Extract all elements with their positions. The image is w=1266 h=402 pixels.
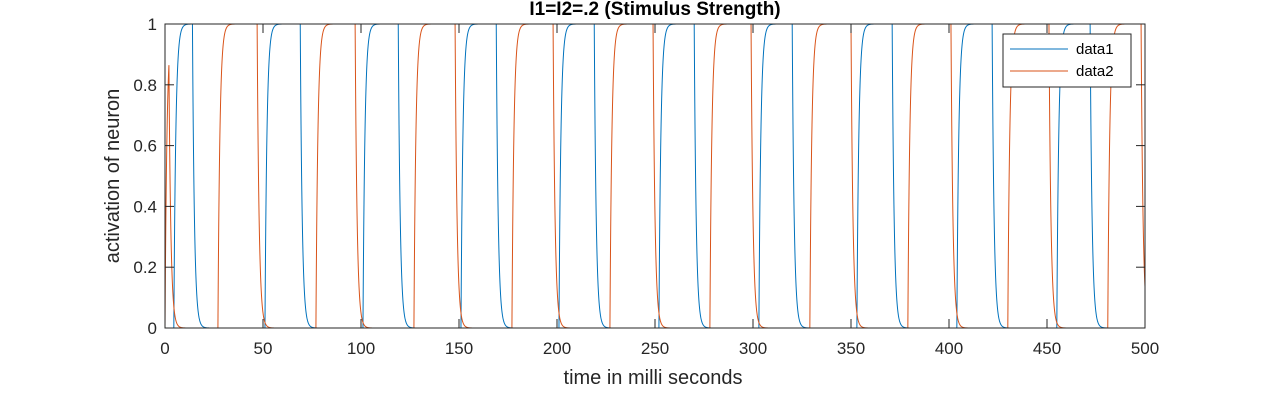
y-tick-label: 1 <box>148 15 157 34</box>
x-tick-label: 350 <box>837 339 865 358</box>
x-tick-label: 100 <box>347 339 375 358</box>
plot-background <box>165 24 1145 328</box>
x-tick-label: 50 <box>254 339 273 358</box>
legend: data1 data2 <box>1002 33 1132 88</box>
series-line-data2 <box>165 24 1145 328</box>
x-axis-ticks: 0 50 100 150 200 250 300 350 400 450 500 <box>160 24 1159 358</box>
legend-label-data2: data2 <box>1076 63 1114 80</box>
x-tick-label: 500 <box>1131 339 1159 358</box>
x-tick-label: 250 <box>641 339 669 358</box>
y-axis-ticks: 0 0.2 0.4 0.6 0.8 1 <box>133 15 1145 338</box>
y-axis-title: activation of neuron <box>102 89 124 264</box>
x-tick-label: 200 <box>543 339 571 358</box>
x-tick-label: 0 <box>160 339 169 358</box>
y-tick-label: 0.2 <box>133 258 157 277</box>
legend-box <box>1002 33 1132 88</box>
y-tick-label: 0.4 <box>133 197 157 216</box>
x-axis-title: time in milli seconds <box>564 367 743 389</box>
legend-label-data1: data1 <box>1076 41 1114 58</box>
y-tick-label: 0.6 <box>133 137 157 156</box>
x-tick-label: 400 <box>935 339 963 358</box>
y-tick-label: 0.8 <box>133 76 157 95</box>
chart-title: I1=I2=.2 (Stimulus Strength) <box>529 0 780 20</box>
x-tick-label: 300 <box>739 339 767 358</box>
plot-area <box>164 23 1146 329</box>
series-layer <box>165 24 1145 328</box>
y-tick-label: 0 <box>148 319 157 338</box>
x-tick-label: 150 <box>445 339 473 358</box>
x-tick-label: 450 <box>1033 339 1061 358</box>
